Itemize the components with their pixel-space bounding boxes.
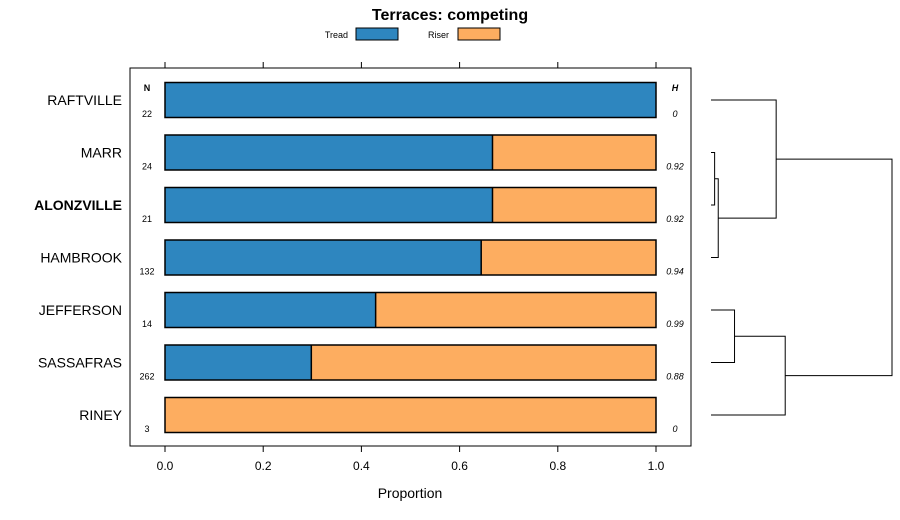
chart-title: Terraces: competing	[372, 7, 528, 24]
row-label: SASSAFRAS	[38, 355, 122, 371]
bar-segment-tread	[165, 240, 482, 275]
bars	[164, 81, 657, 434]
row-label: JEFFERSON	[39, 302, 122, 318]
row-labels: RAFTVILLE MARR ALONZVILLE HAMBROOK JEFFERSON…	[34, 92, 123, 423]
n-value: 21	[142, 214, 152, 224]
h-value: 0	[672, 109, 677, 119]
n-values: 22 24 21 132 14 262 3	[139, 109, 154, 434]
dendrogram-link	[711, 335, 786, 416]
bar-outline	[164, 134, 657, 171]
n-value: 24	[142, 162, 152, 172]
bar-segment-tread	[165, 292, 376, 328]
x-tick-label: 1.0	[648, 459, 665, 473]
bar-outline	[164, 239, 657, 276]
bar-segment-riser	[165, 397, 656, 433]
n-value: 3	[144, 424, 149, 434]
legend-swatch-riser	[457, 27, 501, 41]
bar-segment-tread	[165, 345, 312, 380]
h-value: 0	[672, 424, 677, 434]
dendrogram-link	[711, 309, 736, 363]
bar-segment-tread	[165, 135, 493, 170]
h-value: 0.92	[666, 162, 684, 172]
x-tick-label: 0.0	[157, 459, 174, 473]
h-value: 0.94	[666, 267, 684, 277]
x-tick-label: 0.8	[549, 459, 566, 473]
bar-outline	[164, 344, 657, 381]
h-header: H	[672, 83, 679, 93]
bar-outline	[164, 81, 657, 119]
h-value: 0.92	[666, 214, 684, 224]
row-label: HAMBROOK	[40, 250, 122, 266]
n-value: 262	[139, 372, 154, 382]
h-values: 0 0.92 0.92 0.94 0.99 0.88 0	[666, 109, 684, 434]
legend: Tread Riser	[325, 27, 501, 41]
plot-panel	[129, 67, 692, 447]
dendrogram-link	[711, 152, 716, 206]
row-label: RAFTVILLE	[47, 92, 122, 108]
n-header: N	[144, 83, 151, 93]
n-value: 22	[142, 109, 152, 119]
dendrogram-link	[776, 158, 893, 377]
row-label: RINEY	[79, 407, 122, 423]
bar-outline	[164, 291, 657, 329]
x-axis-label: Proportion	[378, 485, 443, 501]
legend-label-tread: Tread	[325, 30, 348, 40]
legend-label-riser: Riser	[428, 30, 449, 40]
row-label: ALONZVILLE	[34, 197, 122, 213]
x-tick-label: 0.6	[451, 459, 468, 473]
h-value: 0.99	[666, 319, 684, 329]
row-label: MARR	[81, 145, 122, 161]
h-value: 0.88	[666, 372, 684, 382]
legend-swatch-tread	[355, 27, 399, 41]
bar-outline	[164, 186, 657, 224]
x-tick-label: 0.2	[255, 459, 272, 473]
axis-ticks: 0.0 0.2 0.4 0.6 0.8 1.0	[157, 62, 665, 473]
bar-segment-riser	[492, 135, 656, 170]
n-value: 132	[139, 267, 154, 277]
dendrogram-link	[711, 99, 777, 219]
bar-segment-riser	[311, 345, 656, 380]
bar-segment-tread	[165, 82, 656, 118]
bar-segment-tread	[165, 187, 493, 223]
bar-outline	[164, 396, 657, 434]
bar-segment-riser	[492, 187, 656, 223]
bar-segment-riser	[375, 292, 656, 328]
x-tick-label: 0.4	[353, 459, 370, 473]
bar-segment-riser	[481, 240, 656, 275]
dendrogram	[711, 99, 893, 416]
n-value: 14	[142, 319, 152, 329]
